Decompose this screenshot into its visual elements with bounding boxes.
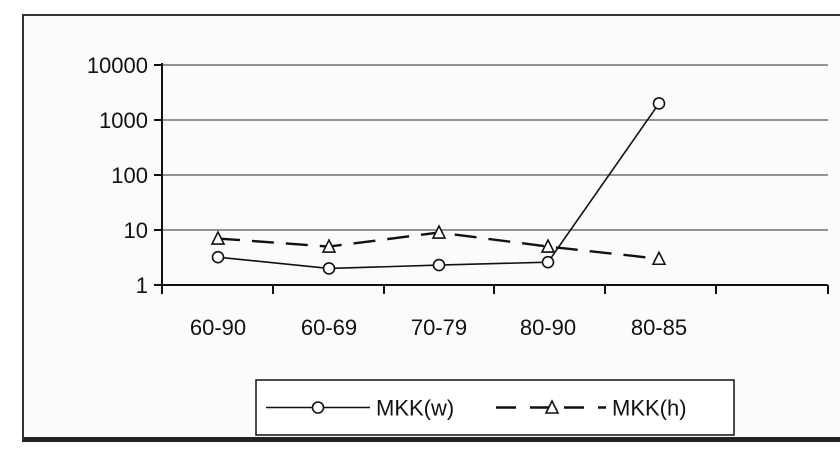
grid-lines (162, 64, 828, 231)
x-tick-label: 80-85 (631, 315, 687, 340)
x-tick-label: 60-90 (190, 315, 246, 340)
x-tick-label: 70-79 (411, 315, 467, 340)
series-layer (210, 97, 667, 275)
y-tick-label: 1000 (99, 108, 148, 133)
data-point-triangle (210, 230, 226, 245)
y-tick-label: 1 (136, 273, 148, 298)
data-point-triangle (321, 238, 337, 253)
legend-label-w: MKK(w) (376, 396, 454, 421)
legend-label-h: MKK(h) (612, 396, 687, 421)
data-point-circle (322, 262, 336, 275)
data-point-circle (541, 255, 555, 269)
legend: MKK(w) MKK(h) (255, 379, 735, 436)
data-point-triangle (431, 224, 447, 239)
series-line-MKK(w) (217, 102, 660, 270)
data-point-circle (211, 250, 225, 264)
x-tick-label: 60-69 (301, 315, 357, 340)
data-point-circle (432, 258, 446, 272)
x-tick-label: 80-90 (520, 315, 576, 340)
y-tick-label: 100 (111, 163, 148, 188)
legend-marker-circle (311, 401, 325, 414)
y-tick-label: 10 (124, 218, 148, 243)
y-tick-label: 10000 (87, 53, 148, 78)
data-point-triangle (540, 238, 556, 253)
data-point-circle (652, 97, 666, 110)
legend-marker-triangle (544, 399, 560, 414)
axes: 1 10 100 1000 10000 60-90 60-69 70-79 80-90 80-85 (87, 53, 829, 340)
chart-frame (22, 14, 840, 442)
data-point-triangle (651, 250, 667, 266)
